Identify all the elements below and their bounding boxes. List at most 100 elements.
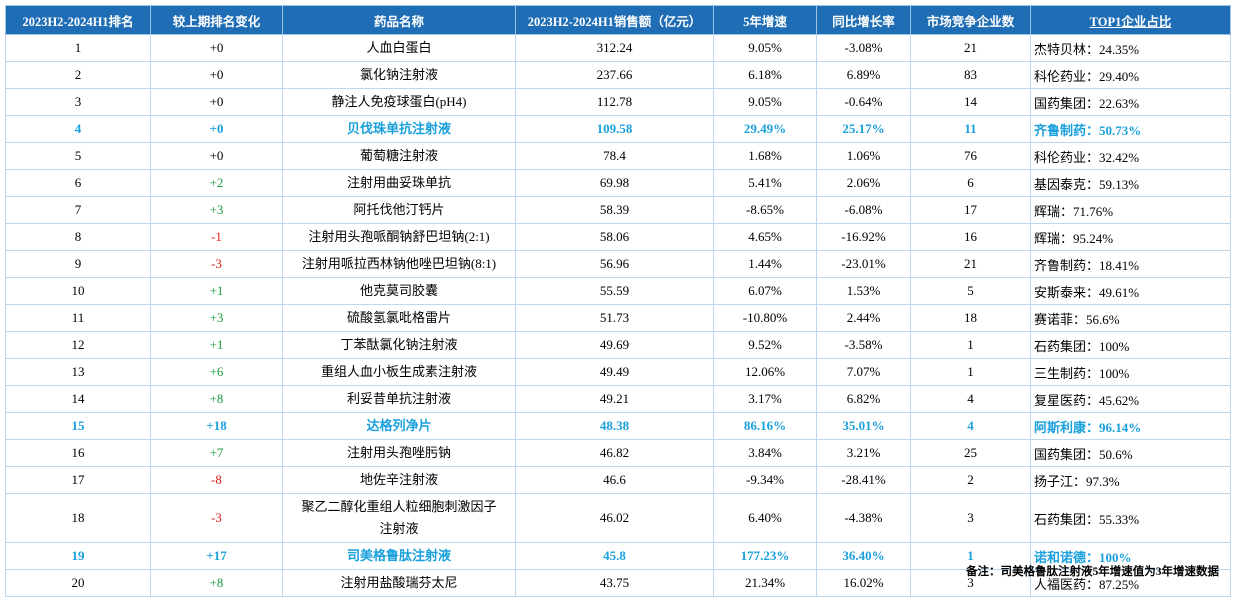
- table-cell: 6.89%: [816, 61, 911, 89]
- table-cell: 1.53%: [816, 277, 911, 305]
- table-cell: 36.40%: [816, 542, 911, 570]
- table-row: 2 +0 氯化钠注射液 237.66 6.18% 6.89% 83 科伦药业：29.40%: [5, 61, 1231, 89]
- table-cell: 阿托伐他汀钙片: [282, 196, 516, 224]
- header-cell: 较上期排名变化: [150, 5, 283, 35]
- table-cell: 14: [5, 385, 151, 413]
- table-cell: -4.38%: [816, 493, 911, 543]
- table-row: 1 +0 人血白蛋白 312.24 9.05% -3.08% 21 杰特贝林：24.35%: [5, 34, 1231, 62]
- table-cell: 9: [5, 250, 151, 278]
- cell-text: 重组人血小板生成素注射液: [320, 364, 477, 379]
- table-cell: 安斯泰来：49.61%: [1030, 277, 1231, 305]
- cell-text: 人血白蛋白: [366, 40, 432, 55]
- table-cell: -28.41%: [816, 466, 911, 494]
- table-cell: 58.39: [515, 196, 714, 224]
- table-cell: 56.96: [515, 250, 714, 278]
- cell-text: 丁苯酞氯化钠注射液: [340, 337, 458, 352]
- table-cell: 1: [910, 542, 1031, 570]
- table-cell: 葡萄糖注射液: [282, 142, 516, 170]
- table-cell: +3: [150, 196, 283, 224]
- table-cell: 49.69: [515, 331, 714, 359]
- table-cell: 46.6: [515, 466, 714, 494]
- table-cell: 1.06%: [816, 142, 911, 170]
- table-cell: 赛诺菲：56.6%: [1030, 304, 1231, 332]
- table-cell: 复星医药：45.62%: [1030, 385, 1231, 413]
- table-cell: 达格列净片: [282, 412, 516, 440]
- table-cell: -9.34%: [713, 466, 817, 494]
- table-cell: 18: [5, 493, 151, 543]
- table-cell: 83: [910, 61, 1031, 89]
- table-cell: 2.06%: [816, 169, 911, 197]
- table-cell: 5.41%: [713, 169, 817, 197]
- table-row: 7 +3 阿托伐他汀钙片 58.39 -8.65% -6.08% 17 辉瑞：71.76%: [5, 196, 1231, 224]
- table-cell: -10.80%: [713, 304, 817, 332]
- table-row: 14 +8 利妥昔单抗注射液 49.21 3.17% 6.82% 4 复星医药：45.62%: [5, 385, 1231, 413]
- table-cell: 诺和诺德：100%: [1030, 542, 1231, 570]
- table-cell: 人血白蛋白: [282, 34, 516, 62]
- cell-text: 达格列净片: [366, 418, 432, 433]
- table-cell: 48.38: [515, 412, 714, 440]
- table-cell: 4: [5, 115, 151, 143]
- table-cell: +0: [150, 34, 283, 62]
- table-cell: 11: [910, 115, 1031, 143]
- table-cell: 石药集团：100%: [1030, 331, 1231, 359]
- table-cell: 12.06%: [713, 358, 817, 386]
- table-cell: 46.02: [515, 493, 714, 543]
- table-cell: 237.66: [515, 61, 714, 89]
- table-cell: 78.4: [515, 142, 714, 170]
- table-row: 17 -8 地佐辛注射液 46.6 -9.34% -28.41% 2 扬子江：97.3%: [5, 466, 1231, 494]
- cell-text: 硫酸氢氯吡格雷片: [346, 310, 451, 325]
- table-cell: 辉瑞：71.76%: [1030, 196, 1231, 224]
- header-cell: TOP1企业占比: [1030, 5, 1231, 35]
- table-cell: 氯化钠注射液: [282, 61, 516, 89]
- table-cell: 8: [5, 223, 151, 251]
- table-cell: +18: [150, 412, 283, 440]
- table-cell: 9.05%: [713, 88, 817, 116]
- cell-text: 地佐辛注射液: [359, 472, 438, 487]
- table-cell: 6: [910, 169, 1031, 197]
- table-cell: 35.01%: [816, 412, 911, 440]
- cell-text: 贝伐珠单抗注射液: [346, 121, 451, 136]
- table-cell: 辉瑞：95.24%: [1030, 223, 1231, 251]
- table-cell: 312.24: [515, 34, 714, 62]
- table-cell: 17: [910, 196, 1031, 224]
- table-row: 8 -1 注射用头孢哌酮钠舒巴坦钠(2:1) 58.06 4.65% -16.92% 16 辉…: [5, 223, 1231, 251]
- table-cell: 3: [5, 88, 151, 116]
- table-cell: -3.58%: [816, 331, 911, 359]
- table-cell: 6.40%: [713, 493, 817, 543]
- table-cell: 5: [5, 142, 151, 170]
- table-row: 4 +0 贝伐珠单抗注射液 109.58 29.49% 25.17% 11 齐鲁制药：50.7…: [5, 115, 1231, 143]
- table-cell: 丁苯酞氯化钠注射液: [282, 331, 516, 359]
- table-cell: 9.05%: [713, 34, 817, 62]
- cell-text: 聚乙二醇化重组人粒细胞刺激因子注射液: [301, 499, 497, 536]
- table-cell: 86.16%: [713, 412, 817, 440]
- table-cell: 13: [5, 358, 151, 386]
- table-cell: 16.02%: [816, 569, 911, 597]
- table-body: 1 +0 人血白蛋白 312.24 9.05% -3.08% 21 杰特贝林：24.35% 2 +…: [5, 34, 1231, 597]
- table-cell: +8: [150, 569, 283, 597]
- header-row: 2023H2-2024H1排名 较上期排名变化 药品名称 2023H2-2024H1销…: [5, 5, 1231, 35]
- table-cell: +3: [150, 304, 283, 332]
- table-cell: 4.65%: [713, 223, 817, 251]
- table-row: 12 +1 丁苯酞氯化钠注射液 49.69 9.52% -3.58% 1 石药集团：100%: [5, 331, 1231, 359]
- table-cell: 177.23%: [713, 542, 817, 570]
- table-cell: +7: [150, 439, 283, 467]
- table-cell: +6: [150, 358, 283, 386]
- cell-text: 注射用头孢唑肟钠: [346, 445, 451, 460]
- table-cell: 静注人免疫球蛋白(pH4): [282, 88, 516, 116]
- table-cell: 25.17%: [816, 115, 911, 143]
- table-cell: 3.21%: [816, 439, 911, 467]
- table-cell: -0.64%: [816, 88, 911, 116]
- table-cell: -3: [150, 250, 283, 278]
- table-cell: 注射用曲妥珠单抗: [282, 169, 516, 197]
- table-cell: -8.65%: [713, 196, 817, 224]
- table-row: 9 -3 注射用哌拉西林钠他唑巴坦钠(8:1) 56.96 1.44% -23.01% 21…: [5, 250, 1231, 278]
- table-cell: 19: [5, 542, 151, 570]
- ranking-table: 2023H2-2024H1排名 较上期排名变化 药品名称 2023H2-2024H1销…: [5, 5, 1231, 597]
- table-row: 13 +6 重组人血小板生成素注射液 49.49 12.06% 7.07% 1 三生制药：10…: [5, 358, 1231, 386]
- table-cell: 16: [5, 439, 151, 467]
- table-cell: 1: [910, 331, 1031, 359]
- table-cell: 11: [5, 304, 151, 332]
- table-cell: 109.58: [515, 115, 714, 143]
- table-cell: 45.8: [515, 542, 714, 570]
- table-cell: 基因泰克：59.13%: [1030, 169, 1231, 197]
